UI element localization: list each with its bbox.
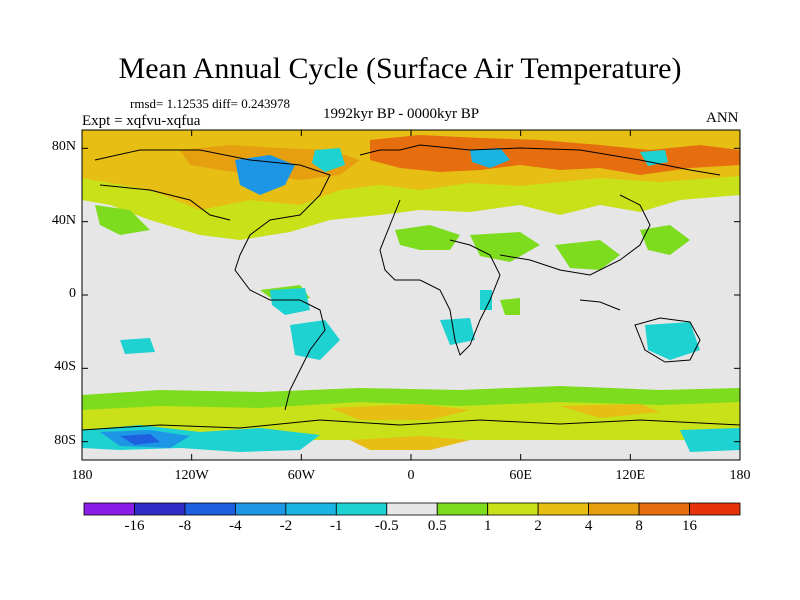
colorbar-swatch bbox=[689, 502, 741, 516]
colorbar-label: -0.5 bbox=[374, 518, 399, 534]
x-tick-label: 0 bbox=[407, 468, 415, 483]
colorbar-label: 0.5 bbox=[427, 518, 447, 534]
colorbar-label: -16 bbox=[124, 518, 145, 534]
colorbar-label: -8 bbox=[178, 518, 192, 534]
colorbar-swatch bbox=[285, 502, 337, 516]
antarctic-anomaly bbox=[82, 425, 740, 452]
colorbar-swatch bbox=[638, 502, 690, 516]
colorbar-label: 1 bbox=[483, 518, 492, 534]
colorbar-swatch bbox=[134, 502, 186, 516]
colorbar-swatch bbox=[588, 502, 640, 516]
x-tick-label: 120W bbox=[174, 468, 209, 483]
colorbar-swatch bbox=[537, 502, 590, 516]
x-tick-label: 60E bbox=[509, 468, 532, 483]
colorbar-swatch bbox=[487, 502, 539, 516]
rmsd-diff-stats: rmsd= 1.12535 diff= 0.243978 bbox=[130, 96, 290, 111]
colorbar-swatch bbox=[234, 502, 287, 516]
colorbar-label: 16 bbox=[682, 518, 698, 534]
y-tick-label: 40N bbox=[51, 212, 76, 228]
coastlines bbox=[82, 144, 740, 431]
period-label: 1992kyr BP - 0000kyr BP bbox=[323, 106, 480, 122]
x-tick-label: 180 bbox=[729, 468, 751, 483]
colorbar-swatch bbox=[184, 502, 236, 516]
colorbar-label: 2 bbox=[534, 518, 542, 534]
y-tick-label: 40S bbox=[54, 359, 76, 375]
x-tick-label: 60W bbox=[287, 468, 315, 483]
colorbar-label: -1 bbox=[330, 518, 343, 534]
colorbar-swatch bbox=[83, 502, 135, 516]
colorbar-swatch bbox=[386, 502, 438, 516]
x-tick-label: 180 bbox=[71, 468, 93, 483]
y-tick-label: 0 bbox=[69, 286, 76, 301]
y-tick-label: 80N bbox=[51, 139, 76, 155]
experiment-label: Expt = xqfvu-xqfua bbox=[82, 113, 201, 129]
chart-title: Mean Annual Cycle (Surface Air Temperatu… bbox=[118, 52, 682, 85]
colorbar-label: -4 bbox=[229, 518, 242, 534]
y-tick-label: 80S bbox=[54, 432, 76, 448]
colorbar-swatch bbox=[335, 502, 388, 516]
colorbar-label: -2 bbox=[279, 518, 293, 534]
colorbar-label: 8 bbox=[635, 518, 643, 534]
colorbar-swatch bbox=[436, 502, 489, 516]
season-label: ANN bbox=[706, 110, 739, 126]
southern-warm-belt bbox=[82, 386, 740, 440]
x-tick-label: 120E bbox=[615, 468, 646, 483]
colorbar-label: 4 bbox=[584, 518, 593, 534]
